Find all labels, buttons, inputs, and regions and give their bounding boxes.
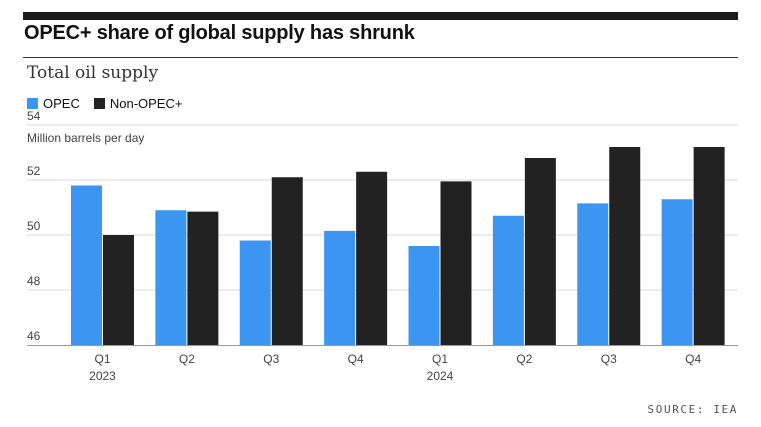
legend-swatch-opec bbox=[27, 98, 38, 109]
bar-non-opec-1 bbox=[103, 235, 134, 345]
legend: OPEC Non-OPEC+ bbox=[27, 96, 196, 111]
bar-opec-2 bbox=[155, 210, 187, 345]
bar-opec-7 bbox=[577, 203, 609, 345]
x-tick-label-3: Q3 bbox=[263, 352, 279, 366]
bar-opec-6 bbox=[492, 215, 524, 345]
x-tick-label-8: Q4 bbox=[685, 352, 701, 366]
x-tick-label-5: Q1 bbox=[432, 352, 448, 366]
legend-item-opec: OPEC bbox=[27, 96, 80, 111]
x-tick-label-2: Q2 bbox=[179, 352, 195, 366]
bar-opec-4 bbox=[324, 230, 356, 345]
y-tick-label-48: 48 bbox=[27, 274, 41, 288]
x-tick-label-4: Q4 bbox=[348, 352, 364, 366]
x-tick-label-1: Q1 bbox=[94, 352, 110, 366]
bar-opec-3 bbox=[239, 240, 271, 345]
y-tick-label-46: 46 bbox=[27, 329, 41, 343]
x-tick-year-2024: 2024 bbox=[427, 369, 454, 383]
legend-label-opec: OPEC bbox=[43, 96, 80, 111]
legend-item-non-opec: Non-OPEC+ bbox=[93, 96, 183, 111]
bar-opec-5 bbox=[408, 246, 440, 345]
x-tick-label-7: Q3 bbox=[601, 352, 617, 366]
source-note: SOURCE: IEA bbox=[647, 403, 738, 416]
bar-opec-1 bbox=[71, 185, 102, 345]
y-tick-label-52: 52 bbox=[27, 164, 41, 178]
legend-swatch-non-opec bbox=[93, 98, 105, 109]
bar-non-opec-6 bbox=[524, 158, 556, 345]
bar-opec-8 bbox=[661, 199, 693, 345]
top-rule bbox=[23, 12, 738, 20]
y-tick-label-50: 50 bbox=[27, 219, 41, 233]
bar-non-opec-4 bbox=[356, 171, 388, 345]
y-axis-unit-label: Million barrels per day bbox=[27, 131, 144, 145]
x-tick-label-6: Q2 bbox=[516, 352, 532, 366]
chart-title: OPEC+ share of global supply has shrunk bbox=[24, 22, 415, 44]
y-tick-label-54: 54 bbox=[27, 109, 41, 123]
bar-non-opec-5 bbox=[440, 181, 472, 345]
legend-label-non-opec: Non-OPEC+ bbox=[109, 96, 183, 111]
x-tick-year-2023: 2023 bbox=[89, 369, 116, 383]
title-rule bbox=[23, 57, 738, 58]
bar-non-opec-2 bbox=[187, 211, 219, 345]
bar-non-opec-7 bbox=[609, 147, 641, 345]
chart-subtitle: Total oil supply bbox=[27, 63, 159, 83]
bar-non-opec-3 bbox=[271, 177, 303, 345]
bar-non-opec-8 bbox=[693, 147, 725, 345]
